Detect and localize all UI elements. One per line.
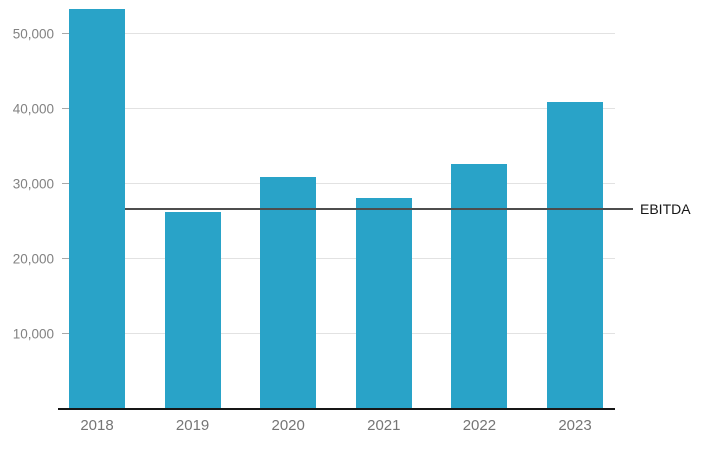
ebitda-reference-label: EBITDA	[640, 201, 691, 218]
plot-area: EBITDA	[58, 0, 691, 450]
x-tick-label-2021: 2021	[367, 417, 401, 434]
ebitda-reference-line	[125, 208, 633, 211]
bar-2018	[69, 9, 125, 408]
bar-2022	[451, 164, 508, 408]
x-tick-label-2022: 2022	[462, 417, 497, 434]
x-tick-label-2020: 2020	[271, 417, 305, 434]
bar-2020	[260, 177, 317, 408]
x-tick-label-2019: 2019	[175, 417, 210, 434]
x-axis-line	[58, 408, 615, 410]
bar-2023	[547, 102, 603, 408]
gridline-40,000	[62, 108, 615, 109]
y-axis-tick	[62, 33, 73, 34]
gridline-30,000	[62, 183, 615, 184]
y-tick-label: 30,000	[12, 176, 54, 191]
x-tick-label-2023: 2023	[558, 417, 592, 434]
y-tick-label: 20,000	[12, 251, 54, 266]
y-axis-tick	[62, 333, 73, 334]
y-axis-tick	[62, 183, 73, 184]
y-axis-tick	[62, 258, 73, 259]
gridline-20,000	[62, 258, 615, 259]
y-tick-label: 40,000	[12, 101, 54, 116]
gridline-50,000	[62, 33, 615, 34]
y-tick-label: 10,000	[12, 326, 54, 341]
y-tick-label: 50,000	[12, 26, 54, 41]
y-axis-tick	[62, 108, 73, 109]
bar-2021	[355, 198, 412, 408]
x-tick-label-2018: 2018	[80, 417, 114, 434]
gridline-10,000	[62, 333, 615, 334]
bar-2019	[164, 212, 221, 408]
